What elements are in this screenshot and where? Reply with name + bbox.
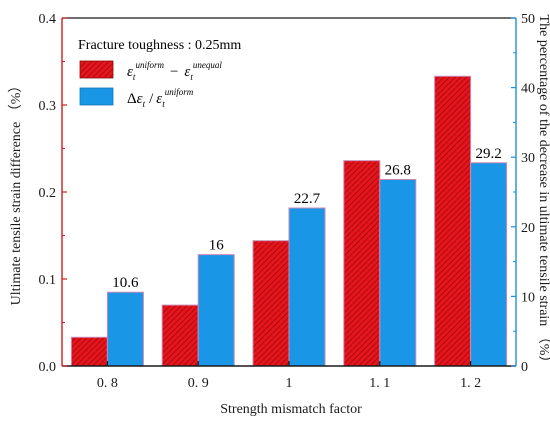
x-tick-label: 0. 8: [97, 376, 118, 391]
x-axis-title: Strength mismatch factor: [220, 402, 362, 417]
y-left-tick-label: 0.3: [39, 99, 57, 114]
bar-strain-difference: [343, 160, 381, 367]
data-label: 26.8: [385, 162, 411, 178]
legend-label-uniform-minus-unequal: εtuniform − εtunequal: [127, 60, 222, 82]
bar-strain-difference: [434, 75, 472, 367]
bar-decrease-percentage: [470, 162, 508, 367]
y-left-tick-label: 0.2: [39, 186, 57, 201]
y-right-tick-label: 0: [521, 360, 528, 375]
bar-decrease-percentage: [379, 178, 417, 367]
legend-title: Fracture toughness : 0.25mm: [78, 38, 241, 53]
x-tick-label: 1: [286, 376, 293, 391]
bar-strain-difference: [70, 336, 108, 367]
y-right-tick-label: 10: [521, 290, 535, 305]
legend: Fracture toughness : 0.25mm εtuniform − εt…: [78, 38, 241, 109]
y-left-tick-label: 0.4: [39, 12, 57, 27]
bar-strain-difference: [161, 304, 199, 367]
y-left-tick-label: 0.1: [39, 273, 57, 288]
data-label: 22.7: [294, 191, 321, 207]
x-tick-label: 1. 1: [369, 376, 390, 391]
data-label: 10.6: [112, 275, 139, 291]
bar-decrease-percentage: [197, 254, 235, 367]
y-axis-left-title: Ultimate tensile strain difference （%）: [8, 79, 24, 306]
y-right-tick-label: 20: [521, 221, 535, 236]
data-labels-layer: 10.6 16 22.7 26.8 29.2: [112, 146, 501, 291]
bar-decrease-percentage: [288, 207, 326, 367]
y-right-tick-label: 30: [521, 151, 535, 166]
data-label: 29.2: [475, 146, 501, 162]
data-label: 16: [209, 238, 225, 254]
y-left-tick-label: 0.0: [39, 360, 57, 375]
x-tick-label: 1. 2: [460, 376, 481, 391]
y-right-tick-label: 50: [521, 12, 535, 27]
bar-decrease-percentage: [106, 291, 144, 367]
y-axis-right-title: The percentage of the decrease in ultima…: [536, 15, 550, 370]
bar-strain-difference: [252, 240, 290, 367]
axes-layer: 0.0 0.1 0.2 0.3 0.4 0 10 20 30 40 50 0. 8 0. 9 1 1. 1 1…: [39, 12, 536, 391]
bars-layer: [70, 75, 508, 367]
legend-swatch-delta-ratio: [79, 87, 114, 106]
legend-label-delta-ratio: Δεt / εtuniform: [127, 87, 194, 109]
y-right-tick-label: 40: [521, 82, 535, 97]
legend-swatch-uniform-minus-unequal: [79, 60, 114, 79]
x-tick-label: 0. 9: [188, 376, 209, 391]
